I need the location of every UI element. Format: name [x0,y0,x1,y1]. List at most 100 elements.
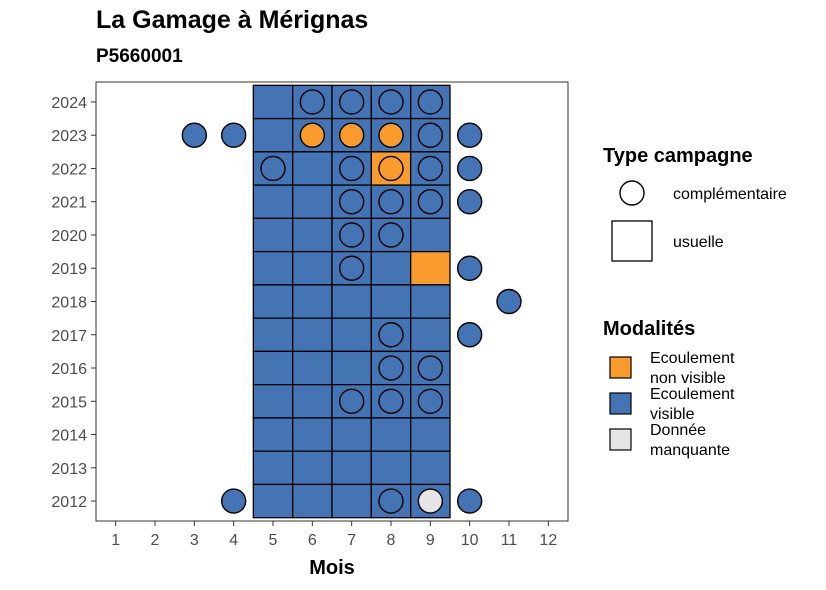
legend-key-fill [609,356,632,379]
point-complementaire [417,189,444,215]
point-complementaire [496,288,522,315]
tile-usuelle [410,217,451,253]
point-complementaire [338,189,365,215]
point-complementaire [378,89,404,115]
tile-usuelle [292,350,333,386]
x-tick-label: 7 [347,532,356,549]
legend-label-modalite: visible [650,406,695,423]
x-tick-label: 2 [151,532,160,549]
point-complementaire [456,255,483,281]
tile-usuelle [252,350,294,386]
point-complementaire [378,322,404,348]
chart-subtitle: P5660001 [96,46,183,67]
point-complementaire [417,155,444,182]
tile-usuelle [252,383,294,419]
legend-label-modalite: manquante [650,442,730,459]
point-complementaire [299,89,326,115]
tile-usuelle [292,151,333,186]
legend-label-modalite: Ecoulement [650,350,735,367]
x-tick-label: 6 [308,532,317,549]
legend-key-fill [609,392,632,415]
tile-usuelle [252,250,294,286]
tile-usuelle [252,450,294,486]
point-complementaire [220,122,247,148]
point-complementaire [417,488,444,514]
point-complementaire [338,89,365,115]
x-tick-label: 9 [426,532,435,549]
tile-usuelle [292,284,333,319]
tile-usuelle [331,450,372,486]
x-tick-label: 10 [461,532,479,549]
point-complementaire [456,488,483,514]
point-complementaire [260,155,286,182]
y-tick-label: 2024 [51,95,87,112]
x-tick-label: 4 [229,532,238,549]
point-complementaire [299,122,326,148]
point-complementaire [456,122,483,148]
y-tick-label: 2014 [51,428,87,445]
y-tick-label: 2018 [51,295,87,312]
y-tick-label: 2020 [51,228,87,245]
point-complementaire [338,255,365,281]
legend: Type campagne complémentaire usuelle Modali… [603,145,787,459]
legend-label-modalite: Ecoulement [650,386,735,403]
tile-usuelle [331,317,372,353]
legend-title-type: Type campagne [603,145,753,167]
point-complementaire [338,388,365,414]
point-complementaire [456,155,483,182]
x-tick-label: 5 [269,532,278,549]
tile-usuelle [292,450,333,486]
point-complementaire [220,488,247,514]
tile-usuelle [331,417,372,452]
y-tick-label: 2021 [51,195,87,212]
x-tick-label: 8 [387,532,396,549]
point-complementaire [338,155,365,182]
tile-usuelle [410,417,451,452]
point-complementaire [338,122,365,148]
point-complementaire [378,155,404,182]
legend-key-circle [619,180,645,206]
y-tick-label: 2019 [51,261,87,278]
tile-usuelle [370,284,412,319]
y-tick-label: 2022 [51,161,87,178]
point-complementaire [456,322,483,348]
legend-title-modalites: Modalités [603,318,695,340]
tile-usuelle [292,317,333,353]
tile-usuelle [292,417,333,452]
y-tick-label: 2017 [51,328,87,345]
tile-usuelle [410,450,451,486]
x-tick-label: 1 [111,532,120,549]
tile-usuelle [370,450,412,486]
tile-usuelle [331,483,372,519]
x-tick-label: 11 [501,532,518,549]
tile-usuelle [331,350,372,386]
point-complementaire [378,488,404,514]
tile-usuelle [410,317,451,353]
tile-usuelle [370,417,412,452]
tile-usuelle [252,417,294,452]
axes: 1 2 3 4 5 6 7 8 9 10 11 122012201320142015201620172… [51,81,569,579]
plot-area [96,82,568,521]
point-complementaire [378,189,404,215]
tile-usuelle [252,184,294,220]
x-axis-title: Mois [309,557,355,579]
legend-key-fill [609,428,632,451]
point-complementaire [378,388,404,414]
legend-label-modalite: non visible [650,370,726,387]
tile-usuelle [252,317,294,353]
tile-usuelle [410,250,451,286]
tile-usuelle [252,284,294,319]
tile-usuelle [292,217,333,253]
legend-label-type: usuelle [673,234,724,251]
tile-usuelle [292,483,333,519]
y-tick-label: 2015 [51,394,87,411]
point-complementaire [378,122,404,148]
point-complementaire [181,122,208,148]
tile-usuelle [292,383,333,419]
x-tick-label: 3 [190,532,199,549]
tile-usuelle [331,284,372,319]
point-complementaire [417,355,444,381]
tile-usuelle [292,184,333,220]
tile-usuelle [252,217,294,253]
